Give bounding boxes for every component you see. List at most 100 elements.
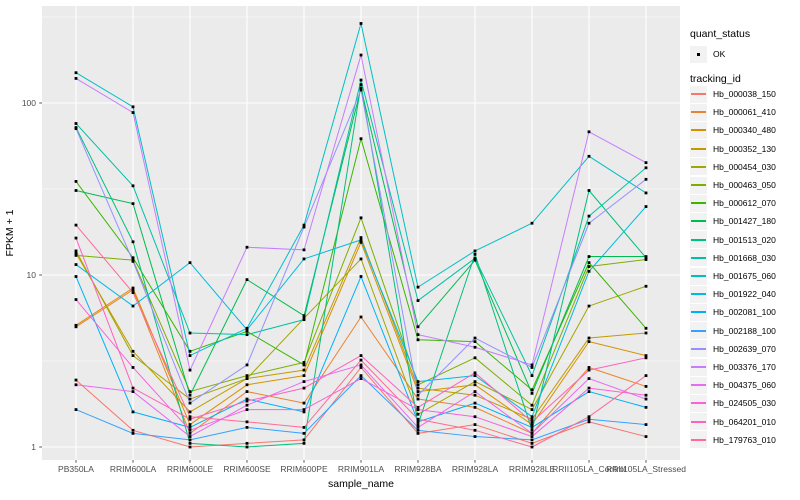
data-point — [245, 408, 249, 411]
data-point — [359, 88, 363, 92]
data-point — [587, 366, 591, 369]
data-point — [473, 405, 477, 409]
data-point — [188, 397, 192, 401]
legend-item-Hb_000061_410: Hb_000061_410 — [690, 103, 776, 121]
line-swatch-icon — [690, 140, 707, 158]
data-point — [530, 221, 534, 225]
data-point — [530, 420, 534, 424]
data-point — [644, 191, 648, 195]
data-point — [245, 390, 249, 393]
legend-item-Hb_179763_010: Hb_179763_010 — [690, 431, 776, 449]
data-point — [131, 202, 135, 206]
data-point — [587, 336, 591, 340]
data-point — [188, 393, 192, 397]
line-swatch-icon — [690, 303, 707, 321]
line-swatch-icon — [690, 358, 707, 376]
data-point — [530, 388, 534, 392]
data-point — [473, 340, 477, 343]
data-point — [644, 258, 648, 261]
line-swatch-icon — [690, 376, 707, 394]
x-tick-label-RRIM600LA: RRIM600LA — [109, 464, 157, 474]
y-tick-label: 10 — [26, 270, 36, 280]
data-point — [587, 255, 591, 258]
data-point — [416, 405, 420, 409]
data-point — [587, 386, 591, 390]
data-point — [188, 261, 192, 265]
data-point — [473, 415, 477, 419]
data-point — [416, 426, 420, 429]
y-tick-label: 1 — [31, 442, 36, 452]
legend-title-tracking-id: tracking_id — [690, 73, 741, 85]
data-point — [473, 435, 477, 438]
legend-item-label: Hb_002081_100 — [713, 307, 776, 318]
data-point — [359, 366, 363, 369]
data-point — [74, 378, 78, 382]
legend-item-Hb_004375_060: Hb_004375_060 — [690, 376, 776, 394]
data-point — [188, 390, 192, 393]
data-point — [359, 216, 363, 220]
data-point — [188, 423, 192, 426]
data-point — [131, 111, 135, 114]
x-tick-label-RRIM928BA: RRIM928BA — [394, 464, 442, 474]
legend-item-label: Hb_024505_030 — [713, 398, 776, 409]
data-point — [359, 354, 363, 357]
legend-item-label: Hb_001427_180 — [713, 216, 776, 227]
data-point — [473, 249, 477, 253]
data-point — [302, 431, 306, 435]
data-point — [74, 298, 78, 301]
data-point — [188, 401, 192, 405]
data-point — [587, 189, 591, 192]
point-symbol-icon — [690, 45, 707, 63]
data-point — [416, 383, 420, 387]
data-point — [131, 431, 135, 435]
data-point — [131, 349, 135, 353]
data-point — [74, 323, 78, 327]
x-tick-label-RRIM928LA: RRIM928LA — [451, 464, 499, 474]
data-point — [416, 417, 420, 421]
data-point — [302, 441, 306, 445]
legend-item-Hb_001427_180: Hb_001427_180 — [690, 212, 776, 230]
data-point — [74, 189, 78, 192]
data-point — [644, 161, 648, 165]
data-point — [359, 275, 363, 278]
data-point — [587, 368, 591, 372]
data-point — [245, 426, 249, 429]
data-point — [473, 423, 477, 426]
data-point — [302, 374, 306, 378]
data-point — [188, 415, 192, 419]
legend-item-quant-status-ok: OK — [690, 45, 725, 63]
data-point — [359, 358, 363, 362]
data-point — [587, 261, 591, 265]
legend-item-label: Hb_000061_410 — [713, 107, 776, 118]
data-point — [587, 377, 591, 380]
data-point — [416, 428, 420, 432]
legend-item-label: Hb_001668_030 — [713, 252, 776, 263]
data-point — [644, 374, 648, 378]
data-point — [245, 441, 249, 445]
data-point — [530, 391, 534, 395]
data-point — [644, 397, 648, 401]
data-point — [530, 408, 534, 411]
legend-item-Hb_000352_130: Hb_000352_130 — [690, 140, 776, 158]
data-point — [74, 325, 78, 329]
data-point — [530, 423, 534, 426]
legend-item-Hb_001513_020: Hb_001513_020 — [690, 231, 776, 249]
data-point — [302, 248, 306, 252]
data-point — [302, 361, 306, 364]
data-point — [74, 251, 78, 255]
data-point — [131, 390, 135, 393]
data-point — [302, 257, 306, 261]
data-point — [473, 371, 477, 375]
data-point — [74, 275, 78, 278]
x-tick-label-PB350LA: PB350LA — [58, 464, 94, 474]
data-point — [416, 408, 420, 411]
data-point — [644, 177, 648, 181]
x-tick-label-RRIM600PE: RRIM600PE — [280, 464, 328, 474]
data-point — [74, 236, 78, 240]
data-point — [473, 428, 477, 432]
legend-item-Hb_001668_030: Hb_001668_030 — [690, 249, 776, 267]
data-point — [302, 318, 306, 322]
data-point — [74, 263, 78, 266]
data-point — [644, 331, 648, 335]
data-point — [473, 383, 477, 387]
